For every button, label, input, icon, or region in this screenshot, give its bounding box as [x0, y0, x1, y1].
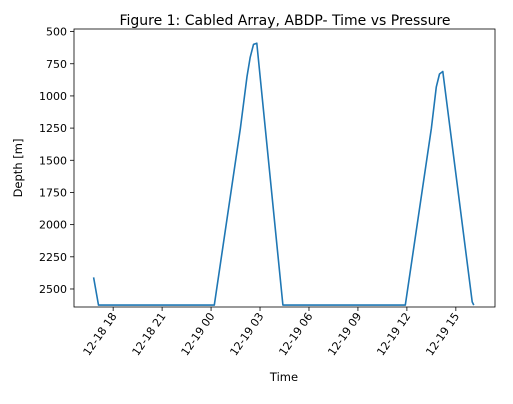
x-tick-label: 12-19 12 — [374, 310, 413, 358]
x-tick-label: 12-19 09 — [325, 310, 364, 358]
y-tick-label: 2250 — [39, 251, 67, 264]
y-tick-label: 750 — [46, 58, 67, 71]
y-tick-label: 1000 — [39, 90, 67, 103]
y-axis: 500 750 1000 1250 1500 1750 2000 2250 2500 — [39, 26, 74, 296]
x-tick-label: 12-19 06 — [276, 310, 315, 358]
depth-line — [92, 42, 475, 306]
x-tick-label: 12-19 00 — [179, 310, 218, 358]
x-axis-label: Time — [269, 370, 298, 384]
y-tick-label: 2500 — [39, 283, 67, 296]
y-axis-label: Depth [m] — [11, 139, 25, 198]
plot-frame — [73, 28, 496, 308]
y-tick-label: 1250 — [39, 122, 67, 135]
y-tick-label: 2000 — [39, 219, 67, 232]
x-tick-label: 12-19 15 — [423, 310, 462, 358]
y-tick-label: 500 — [46, 26, 67, 39]
x-tick-label: 12-18 18 — [81, 310, 120, 358]
x-tick-label: 12-18 21 — [130, 310, 169, 358]
chart-title: Figure 1: Cabled Array, ABDP- Time vs Pr… — [119, 13, 450, 29]
x-tick-label: 12-19 03 — [227, 310, 266, 358]
x-axis: 12-18 18 12-18 21 12-19 00 12-19 03 12-19 06… — [81, 307, 462, 358]
plot-area — [92, 42, 475, 306]
y-tick-label: 1750 — [39, 186, 67, 199]
y-tick-label: 1500 — [39, 154, 67, 167]
